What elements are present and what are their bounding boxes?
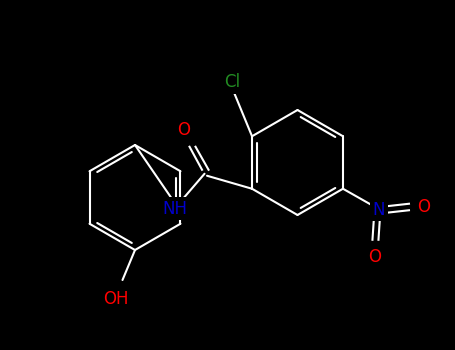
Text: O: O [177,121,191,139]
Text: Cl: Cl [224,73,240,91]
Text: O: O [418,198,430,216]
Text: NH: NH [162,200,187,218]
Text: O: O [369,248,381,266]
Text: OH: OH [103,289,129,308]
Text: N: N [373,201,385,219]
